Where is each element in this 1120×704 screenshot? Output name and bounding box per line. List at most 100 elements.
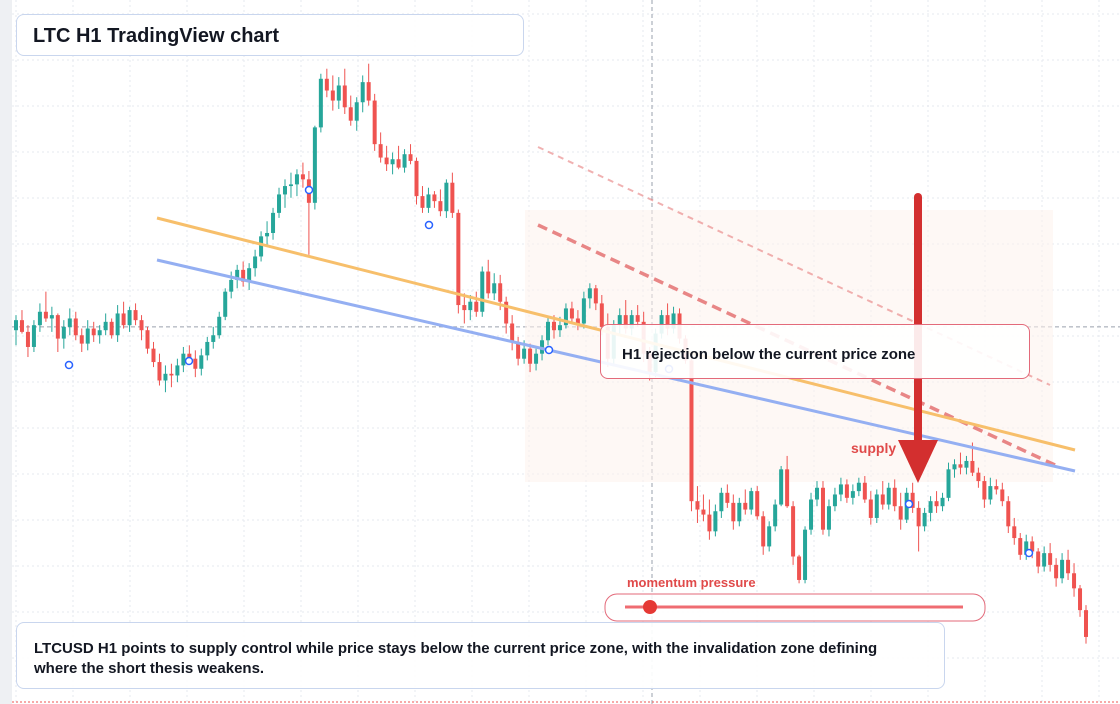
candle-body [994,486,999,490]
candle-body [61,326,66,339]
candle [265,221,270,247]
candle-body [1084,610,1088,637]
candle-body [922,512,927,527]
candle-body [563,308,568,326]
candle-body [1024,541,1029,555]
candle [91,321,96,342]
candle-body [211,335,216,342]
candle-body [390,159,395,165]
candle [1072,563,1077,597]
candle [342,68,347,114]
candle-body [815,487,820,500]
candle [785,455,790,508]
candle-body [1078,588,1083,611]
candle-body [952,464,957,470]
candle [1000,482,1005,507]
candle-body [318,78,323,128]
candle-body [145,330,150,349]
candle [61,320,66,349]
candle [205,336,210,361]
candle [85,320,90,351]
candle [1012,517,1017,545]
candle [438,189,443,217]
candle-body [378,144,383,158]
candle [384,145,389,171]
page-title: LTC H1 TradingView chart [33,25,279,47]
candle [910,482,915,513]
candle-body [832,494,837,507]
candle-body [892,487,897,507]
candle-body [348,107,353,121]
candle-body [277,194,282,213]
candle-body [970,460,975,473]
candle-body [713,511,718,532]
candle [510,315,515,351]
candle-body [480,271,485,312]
candle-body [988,486,993,500]
candle-body [342,85,347,108]
candle-body [982,481,987,500]
candle-body [820,487,825,530]
candle [456,209,461,314]
candle-body [826,506,831,530]
candle [743,489,748,515]
candle [241,261,246,287]
candle [414,157,419,205]
candle [701,494,706,522]
candle [151,341,156,368]
candle-body [546,321,551,341]
candle-body [187,353,192,359]
candle-body [569,308,574,319]
candle [247,263,252,290]
candle [880,481,885,510]
candle-body [761,516,766,547]
candle-body [581,298,586,324]
candle [1084,605,1088,644]
candle-body [868,499,873,518]
candle-body [312,127,317,203]
candle [1018,533,1023,560]
candle-body [31,325,36,347]
candle-body [151,348,156,363]
candle-body [635,315,640,322]
candle [14,315,18,346]
candle-body [366,82,371,101]
candle [330,75,335,111]
candle [139,315,144,341]
candle [31,320,36,352]
arrow-layer [898,193,938,483]
candle [79,328,84,352]
candle-body [109,321,114,336]
candle [1054,558,1059,587]
candle [1078,584,1083,617]
candle-body [695,501,700,510]
candle [731,494,736,530]
candle [635,305,640,327]
rejection-callout: H1 rejection below the current price zon… [600,324,1030,379]
candle [563,303,568,329]
candles-layer [14,63,1088,644]
candle [211,326,216,349]
candle-body [235,269,240,280]
candle [832,487,837,512]
candle-body [910,492,915,508]
candle-body [964,460,969,468]
signal-marker [544,345,554,355]
candle-body [504,301,509,324]
candle [689,353,694,512]
candle [898,492,903,530]
candle [354,97,359,131]
candle-body [755,491,760,517]
candle-body [336,85,341,101]
candle-body [259,236,264,257]
candle-body [522,348,527,359]
candle [378,132,383,163]
candle-body [300,174,305,180]
candle [719,487,724,518]
candle [725,484,730,508]
candle [426,187,431,213]
candle-body [874,494,879,518]
candle-body [719,492,724,512]
candle-body [97,330,102,336]
candle [826,499,831,537]
